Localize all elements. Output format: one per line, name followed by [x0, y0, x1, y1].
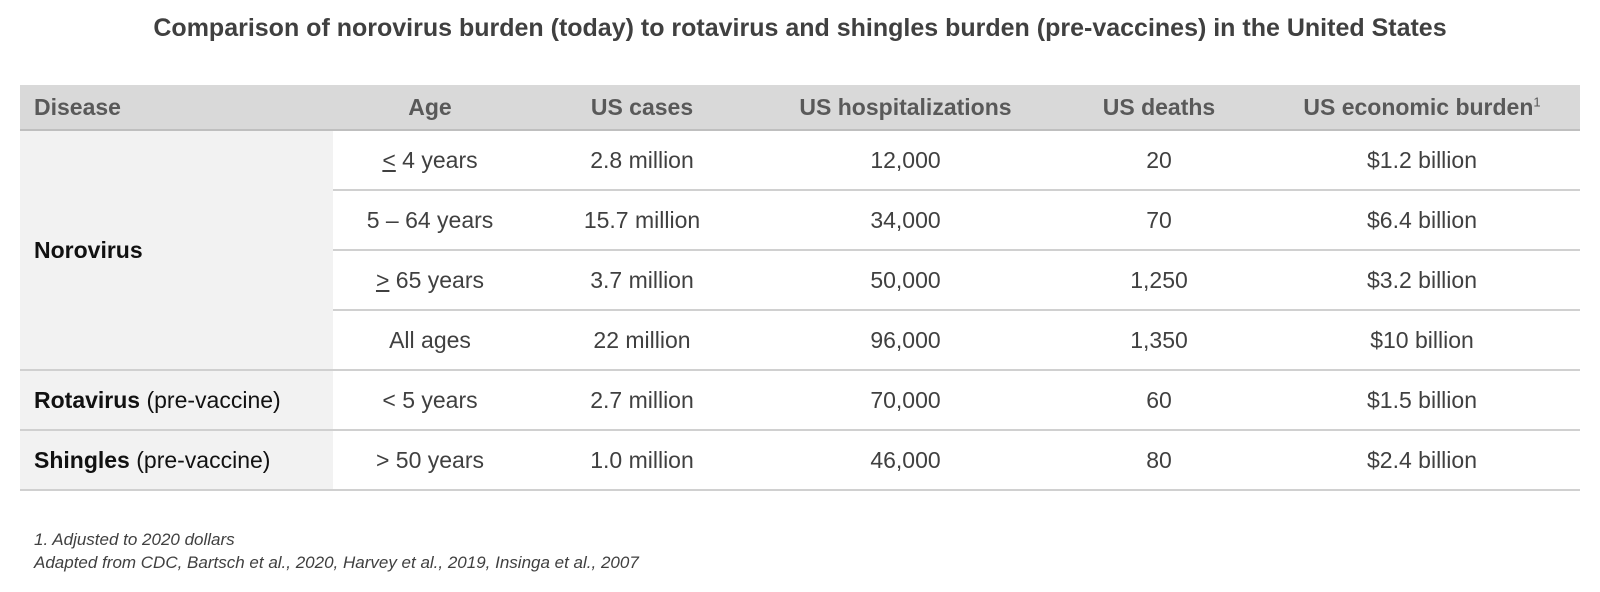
cell-deaths: 80: [1054, 430, 1264, 491]
header-disease: Disease: [20, 85, 333, 131]
age-symbol: >: [375, 266, 390, 293]
cell-cases: 1.0 million: [527, 430, 757, 491]
cell-cases: 3.7 million: [527, 250, 757, 311]
cell-economic: $1.5 billion: [1264, 370, 1580, 431]
cell-hospitalizations: 12,000: [757, 130, 1054, 191]
page-title: Comparison of norovirus burden (today) t…: [153, 14, 1447, 42]
table-row: All ages 22 million 96,000 1,350 $10 bil…: [20, 310, 1580, 371]
cell-age: > 50 years: [333, 430, 527, 491]
cell-deaths: 1,350: [1054, 310, 1264, 371]
cell-age: All ages: [333, 310, 527, 371]
disease-qualifier: (pre-vaccine): [140, 386, 281, 413]
cell-cases: 15.7 million: [527, 190, 757, 251]
cell-economic: $2.4 billion: [1264, 430, 1580, 491]
header-deaths: US deaths: [1054, 85, 1264, 131]
cell-age: > 65 years: [333, 250, 527, 311]
footnote-marker: 1: [1533, 93, 1541, 109]
cell-deaths: 20: [1054, 130, 1264, 191]
cell-age: < 5 years: [333, 370, 527, 431]
age-text: 65 years: [389, 266, 485, 293]
cell-cases: 2.8 million: [527, 130, 757, 191]
table-row: Norovirus < 4 years 2.8 million 12,000 2…: [20, 130, 1580, 371]
disease-cell-norovirus: Norovirus: [20, 130, 333, 371]
burden-table: Disease Age US cases US hospitalizations…: [20, 85, 1580, 491]
cell-economic: $10 billion: [1264, 310, 1580, 371]
cell-hospitalizations: 50,000: [757, 250, 1054, 311]
table-row: Rotavirus (pre-vaccine) < 5 years 2.7 mi…: [20, 370, 1580, 431]
cell-economic: $1.2 billion: [1264, 130, 1580, 191]
table-row: > 65 years 3.7 million 50,000 1,250 $3.2…: [20, 250, 1580, 311]
cell-cases: 22 million: [527, 310, 757, 371]
cell-deaths: 1,250: [1054, 250, 1264, 311]
disease-name: Rotavirus: [34, 386, 141, 413]
disease-cell-rotavirus: Rotavirus (pre-vaccine): [20, 370, 333, 431]
header-economic-label: US economic burden: [1303, 93, 1534, 120]
cell-hospitalizations: 70,000: [757, 370, 1054, 431]
footnotes: 1. Adjusted to 2020 dollars Adapted from…: [34, 528, 639, 574]
cell-age: 5 – 64 years: [333, 190, 527, 251]
cell-age: < 4 years: [333, 130, 527, 191]
cell-economic: $3.2 billion: [1264, 250, 1580, 311]
header-hospitalizations: US hospitalizations: [757, 85, 1054, 131]
disease-name: Norovirus: [34, 236, 143, 263]
header-economic-burden: US economic burden1: [1264, 85, 1580, 131]
table-row: Shingles (pre-vaccine) > 50 years 1.0 mi…: [20, 430, 1580, 491]
source-note: Adapted from CDC, Bartsch et al., 2020, …: [34, 553, 639, 572]
cell-hospitalizations: 46,000: [757, 430, 1054, 491]
cell-deaths: 60: [1054, 370, 1264, 431]
cell-hospitalizations: 96,000: [757, 310, 1054, 371]
cell-hospitalizations: 34,000: [757, 190, 1054, 251]
cell-cases: 2.7 million: [527, 370, 757, 431]
header-cases: US cases: [527, 85, 757, 131]
disease-qualifier: (pre-vaccine): [129, 446, 271, 473]
disease-name: Shingles: [34, 446, 130, 473]
table-header-row: Disease Age US cases US hospitalizations…: [20, 85, 1580, 131]
cell-economic: $6.4 billion: [1264, 190, 1580, 251]
table-row: 5 – 64 years 15.7 million 34,000 70 $6.4…: [20, 190, 1580, 251]
age-symbol: <: [382, 146, 396, 173]
disease-cell-shingles: Shingles (pre-vaccine): [20, 430, 333, 491]
cell-deaths: 70: [1054, 190, 1264, 251]
footnote-1: 1. Adjusted to 2020 dollars: [34, 530, 235, 549]
header-age: Age: [333, 85, 527, 131]
age-text: 4 years: [395, 146, 478, 173]
